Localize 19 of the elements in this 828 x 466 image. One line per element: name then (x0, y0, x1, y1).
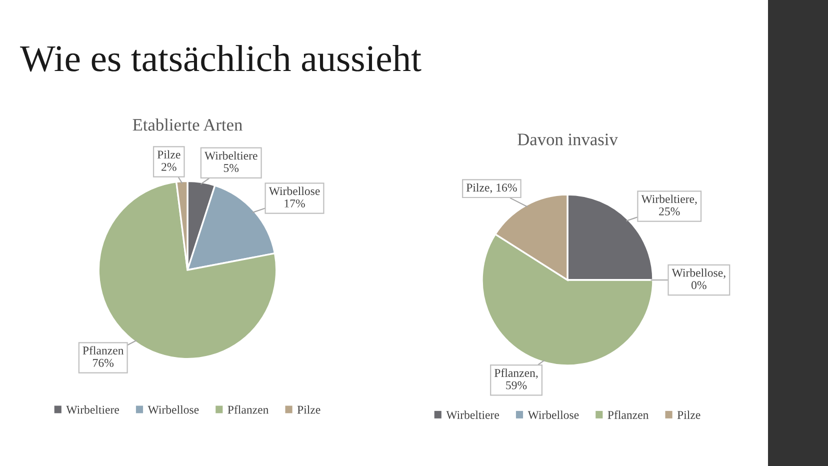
data-label: Pilze, 16% (466, 183, 517, 194)
legend-label: Pilze (297, 405, 320, 414)
chart-title: Davon invasiv (518, 134, 618, 146)
legend-label: Pflanzen (228, 405, 269, 414)
data-label: Wirbellose 17% (268, 186, 320, 208)
legend-label: Wirbellose (148, 405, 199, 414)
legend-label: Wirbeltiere (446, 410, 500, 420)
data-label: Pflanzen 76% (82, 346, 124, 367)
data-label: Pilze 2% (157, 150, 180, 171)
data-label: Pflanzen, 59% (494, 368, 538, 390)
data-label: Wirbeltiere, 25% (641, 194, 697, 216)
text: Wirbellose, 0% (672, 268, 726, 290)
legend-label: Pilze (677, 410, 700, 419)
legend-label: Wirbellose (528, 410, 579, 420)
chart-title: Etablierte Arten (132, 118, 242, 131)
text: Wie es tatsächlich aussieht (20, 44, 422, 72)
legend-label: Pflanzen (608, 410, 649, 419)
data-label: Wirbeltiere 5% (204, 151, 258, 172)
legend-label: Wirbeltiere (66, 405, 120, 414)
